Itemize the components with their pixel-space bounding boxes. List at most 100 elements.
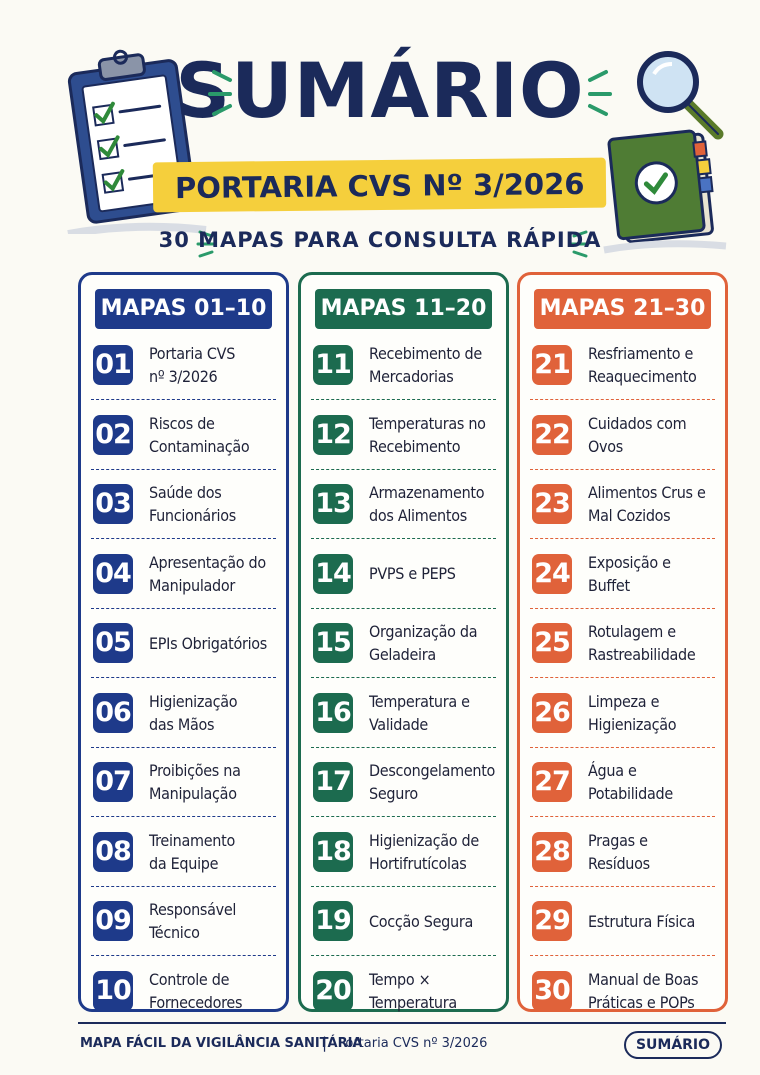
map-title: Higienização de Hortifrutícolas [369, 830, 479, 873]
map-title: Manual de Boas Práticas e POPs [588, 969, 699, 1012]
list-item[interactable]: 30 Manual de Boas Práticas e POPs [530, 957, 715, 1025]
list-item[interactable]: 22 Cuidados com Ovos [530, 401, 715, 470]
list-item[interactable]: 21 Resfriamento e Reaquecimento [530, 331, 715, 400]
map-title: Exposição e Buffet [588, 552, 671, 595]
map-number-badge: 01 [93, 345, 133, 385]
map-number-badge: 04 [93, 553, 133, 594]
map-title: PVPS e PEPS [369, 564, 456, 583]
list-item[interactable]: 19 Cocção Segura [311, 887, 496, 956]
list-item[interactable]: 25 Rotulagem e Rastreabilidade [530, 609, 715, 678]
column-maps-21-30: MAPAS 21–30 21 Resfriamento e Reaquecimen… [517, 272, 728, 1012]
tagline: 30 MAPAS PARA CONSULTA RÁPIDA [158, 228, 602, 252]
map-number-badge: 18 [313, 831, 353, 872]
list-item[interactable]: 12 Temperaturas no Recebimento [311, 401, 496, 470]
map-title: Saúde dos Funcionários [149, 483, 236, 525]
footer-brand: MAPA FÁCIL DA VIGILÂNCIA SANITÁRIA [80, 1036, 363, 1051]
map-title: Recebimento de Mercadorias [369, 344, 482, 386]
list-item[interactable]: 26 Limpeza e Higienização [530, 679, 715, 748]
list-item[interactable]: 09 Responsável Técnico [91, 887, 276, 956]
page-title: SUMÁRIO [175, 46, 585, 135]
map-title: Tempo × Temperatura [369, 969, 457, 1012]
list-item[interactable]: 24 Exposição e Buffet [530, 540, 715, 609]
list-item[interactable]: 08 Treinamento da Equipe [91, 818, 276, 887]
map-title: Treinamento da Equipe [149, 830, 235, 873]
map-title: Resfriamento e Reaquecimento [588, 344, 697, 386]
list-item[interactable]: 18 Higienização de Hortifrutícolas [311, 818, 496, 887]
map-title: Cuidados com Ovos [588, 413, 687, 456]
header: SUMÁRIO PORTARIA CVS Nº 3/2026 30 MAPAS … [0, 0, 760, 270]
map-number-badge: 11 [313, 345, 353, 385]
list-item[interactable]: 11 Recebimento de Mercadorias [311, 331, 496, 400]
list-item[interactable]: 03 Saúde dos Funcionários [91, 470, 276, 539]
list-item[interactable]: 13 Armazenamento dos Alimentos [311, 470, 496, 539]
column-maps-11-20: MAPAS 11–20 11 Recebimento de Mercadorias… [298, 272, 509, 1012]
map-title: Temperatura e Validade [369, 691, 470, 734]
list-item[interactable]: 17 Descongelamento Seguro [311, 748, 496, 817]
footer-separator: | [322, 1034, 328, 1052]
map-title: Armazenamento dos Alimentos [369, 483, 485, 525]
map-number-badge: 08 [93, 831, 133, 872]
map-title: Higienização das Mãos [149, 691, 238, 734]
list-item[interactable]: 14 PVPS e PEPS [311, 540, 496, 609]
list-item[interactable]: 15 Organização da Geladeira [311, 609, 496, 678]
book-check-icon [603, 129, 727, 254]
list-item[interactable]: 20 Tempo × Temperatura [311, 957, 496, 1025]
map-number-badge: 29 [532, 901, 572, 941]
magnifier-icon [637, 51, 724, 140]
list-item[interactable]: 07 Proibições na Manipulação [91, 748, 276, 817]
list-item[interactable]: 01 Portaria CVS nº 3/2026 [91, 331, 276, 400]
map-title: Água e Potabilidade [588, 761, 673, 803]
map-title: Pragas e Resíduos [588, 830, 650, 873]
map-number-badge: 24 [532, 553, 572, 594]
map-number-badge: 20 [313, 970, 353, 1011]
map-number-badge: 22 [532, 414, 572, 455]
map-number-badge: 16 [313, 692, 353, 733]
map-number-badge: 10 [93, 970, 133, 1011]
map-title: EPIs Obrigatórios [149, 633, 267, 653]
map-number-badge: 03 [93, 484, 133, 524]
list-item[interactable]: 23 Alimentos Crus e Mal Cozidos [530, 470, 715, 539]
map-number-badge: 30 [532, 970, 572, 1011]
map-number-badge: 28 [532, 831, 572, 872]
sparkle-small-right-icon [570, 230, 590, 258]
list-item[interactable]: 02 Riscos de Contaminação [91, 401, 276, 470]
column-heading: MAPAS 11–20 [315, 289, 492, 329]
list-item[interactable]: 27 Água e Potabilidade [530, 748, 715, 817]
map-number-badge: 21 [532, 345, 572, 385]
map-number-badge: 27 [532, 762, 572, 802]
map-number-badge: 05 [93, 623, 133, 663]
sparkle-small-left-icon [196, 230, 216, 258]
map-title: Alimentos Crus e Mal Cozidos [588, 483, 706, 525]
list-item[interactable]: 05 EPIs Obrigatórios [91, 609, 276, 678]
map-number-badge: 23 [532, 484, 572, 524]
summary-pill[interactable]: SUMÁRIO [624, 1031, 722, 1059]
subtitle-banner: PORTARIA CVS Nº 3/2026 [153, 157, 607, 213]
map-number-badge: 12 [313, 414, 353, 455]
map-title: Organização da Geladeira [369, 622, 478, 664]
map-title: Descongelamento Seguro [369, 761, 496, 803]
map-number-badge: 26 [532, 692, 572, 733]
footer-divider [78, 1022, 726, 1024]
list-item[interactable]: 04 Apresentação do Manipulador [91, 540, 276, 609]
map-number-badge: 13 [313, 484, 353, 524]
map-title: Limpeza e Higienização [588, 691, 677, 734]
list-item[interactable]: 29 Estrutura Física [530, 887, 715, 956]
list-item[interactable]: 28 Pragas e Resíduos [530, 818, 715, 887]
list-item[interactable]: 06 Higienização das Mãos [91, 679, 276, 748]
column-heading: MAPAS 01–10 [95, 289, 272, 329]
list-item[interactable]: 10 Controle de Fornecedores [91, 957, 276, 1025]
map-number-badge: 19 [313, 901, 353, 941]
map-title: Temperaturas no Recebimento [369, 413, 486, 456]
map-number-badge: 07 [93, 762, 133, 802]
map-number-badge: 14 [313, 553, 353, 594]
map-title: Controle de Fornecedores [149, 969, 243, 1012]
map-title: Cocção Segura [369, 911, 473, 931]
column-heading: MAPAS 21–30 [534, 289, 711, 329]
map-number-badge: 25 [532, 623, 572, 663]
map-title: Portaria CVS nº 3/2026 [149, 344, 236, 386]
list-item[interactable]: 16 Temperatura e Validade [311, 679, 496, 748]
map-number-badge: 09 [93, 901, 133, 941]
map-number-badge: 06 [93, 692, 133, 733]
map-title: Responsável Técnico [149, 900, 237, 942]
map-number-badge: 15 [313, 623, 353, 663]
